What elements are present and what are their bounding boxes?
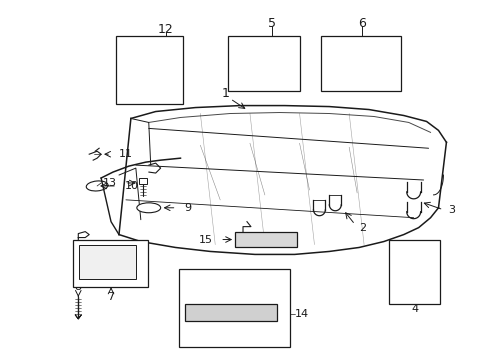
Text: 1: 1: [221, 87, 228, 100]
Text: 8: 8: [75, 282, 81, 292]
Text: 10: 10: [124, 181, 139, 191]
Text: 5: 5: [267, 17, 275, 30]
Polygon shape: [232, 63, 294, 76]
Bar: [139, 178, 146, 184]
Text: 7: 7: [107, 292, 114, 302]
Text: 2: 2: [358, 222, 366, 233]
Text: 6: 6: [357, 17, 366, 30]
Bar: [228, 36, 299, 91]
Text: 3: 3: [447, 205, 454, 215]
Text: 16: 16: [182, 279, 196, 289]
Bar: [73, 239, 147, 287]
Bar: [388, 239, 440, 304]
Polygon shape: [325, 63, 395, 76]
Text: 4: 4: [410, 304, 417, 314]
Ellipse shape: [137, 203, 161, 213]
Bar: [116, 36, 183, 104]
Polygon shape: [235, 231, 296, 247]
Text: 15: 15: [199, 234, 213, 244]
Text: 9: 9: [184, 203, 191, 213]
Bar: [79, 246, 136, 279]
Bar: [321, 36, 400, 91]
Text: 11: 11: [119, 149, 133, 159]
Bar: [178, 269, 289, 347]
Text: 14: 14: [294, 309, 308, 319]
Text: 13: 13: [103, 178, 117, 188]
Polygon shape: [185, 304, 276, 321]
Ellipse shape: [86, 181, 108, 191]
Text: 12: 12: [158, 23, 173, 36]
